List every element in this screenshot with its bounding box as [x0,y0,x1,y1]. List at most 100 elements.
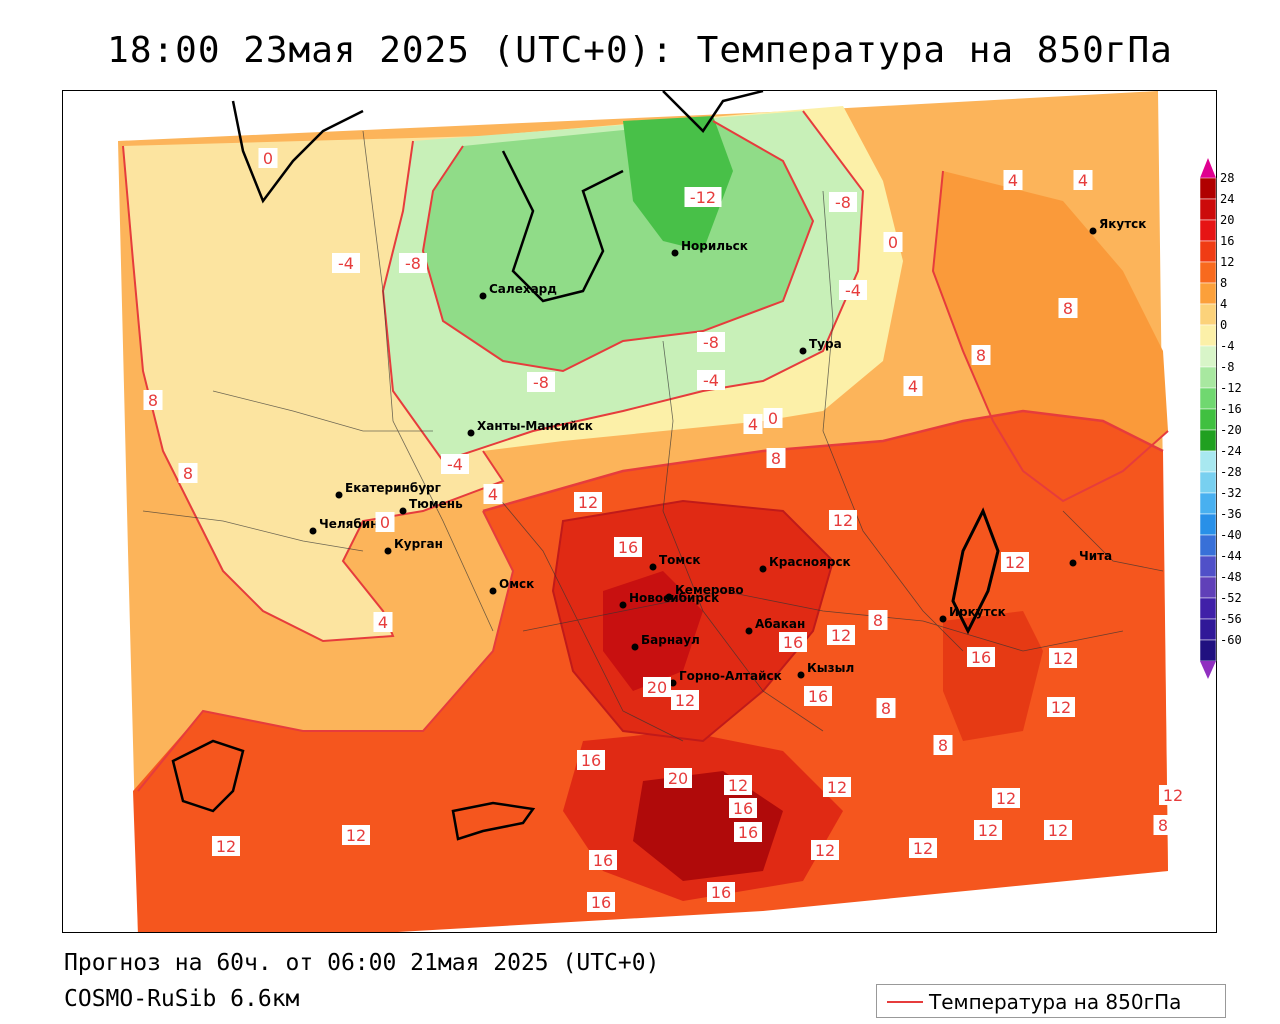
contour-label-bg [697,370,725,390]
contour-label-bg [724,775,752,795]
colorbar-swatch [1199,471,1217,494]
contour-label-bg [483,484,503,504]
contour-label-text: 12 [831,626,851,645]
contour-label-text: 8 [873,611,883,630]
contour-label-bg [375,512,395,532]
city-label: Томск [659,553,701,567]
lake-baikal [951,507,1000,635]
contour-label: 8 [876,698,896,718]
contour-label-bg [1159,785,1187,805]
contour-label: 8 [971,345,991,365]
contour-label: 12 [1044,820,1072,840]
city-marker[interactable]: Курган [384,537,443,555]
city-marker[interactable]: Норильск [671,239,748,257]
contour-label-bg [441,454,469,474]
contour-label-bg [933,735,953,755]
colorbar-tick-label: 28 [1220,171,1235,185]
city-marker[interactable]: Ханты-Мансийск [467,419,593,437]
contour-label: 4 [373,612,393,632]
contour-label: 12 [827,625,855,645]
contour-label-bg [643,677,671,697]
colorbar-swatch [1199,198,1217,221]
contour-label-bg [804,686,832,706]
contour-label-text: 8 [938,736,948,755]
city-marker[interactable]: Чита [1069,549,1113,567]
contour-label: -8 [527,372,555,392]
city-marker[interactable]: Иркутск [939,605,1006,623]
colorbar-tick-label: -60 [1220,633,1242,647]
contour-label: 8 [868,610,888,630]
contour-label: 12 [212,836,240,856]
city-marker[interactable]: Красноярск [759,555,851,573]
contour-label-text: -8 [533,373,549,392]
contour-label: 20 [643,677,671,697]
contour-label-text: 12 [578,493,598,512]
isotherm-line [482,409,1164,513]
city-dot [489,587,497,595]
colorbar-swatch [1199,639,1217,662]
contour-label: 12 [342,825,370,845]
contour-label: 16 [577,750,605,770]
city-label: Кемерово [675,583,744,597]
zone-8-east [933,171,1168,501]
contour-label-text: 12 [1163,786,1183,805]
contour-label-text: 12 [815,841,835,860]
legend-label: Температура на 850гПа [929,990,1182,1014]
contour-label-bg [1003,170,1023,190]
contour-label-bg [974,820,1002,840]
contour-label-bg [829,510,857,530]
contour-label-bg [827,625,855,645]
city-marker[interactable]: Абакан [745,617,806,635]
city-marker[interactable]: Томск [649,553,701,571]
colorbar-top-arrow [1200,158,1216,178]
contour-label-text: 16 [591,893,611,912]
legend-box: Температура на 850гПа [876,984,1226,1018]
contour-label-bg [577,750,605,770]
contour-label-bg [876,698,896,718]
contour-label-bg [707,882,735,902]
contour-label-bg [1073,170,1093,190]
contour-label-text: -4 [845,281,861,300]
city-marker[interactable]: Екатеринбург [335,481,441,499]
city-marker[interactable]: Кемерово [665,583,744,601]
city-dot [1069,559,1077,567]
contour-label-text: 16 [738,823,758,842]
colorbar-tick-label: -52 [1220,591,1242,605]
city-marker[interactable]: Челябинск [309,517,394,535]
city-marker[interactable]: Горно-Алтайск [669,669,782,687]
colorbar-swatch [1199,177,1217,200]
colorbar-swatch [1199,597,1217,620]
contour-label: -4 [441,454,469,474]
contour-label: 0 [883,232,903,252]
city-marker[interactable]: Омск [489,577,535,595]
colorbar-tick-label: -36 [1220,507,1242,521]
temperature-field [118,91,1168,932]
contour-label: 8 [933,735,953,755]
contour-label-bg [614,537,642,557]
model-info: COSMO-RuSib 6.6км [64,986,300,1012]
contour-label-text: -8 [835,193,851,212]
contour-label-text: 12 [1048,821,1068,840]
city-dot [399,507,407,515]
city-marker[interactable]: Салехард [479,282,558,300]
contour-label-bg [734,822,762,842]
colorbar-swatch [1199,366,1217,389]
contour-label: 0 [375,512,395,532]
temperature-map[interactable]: Якутск Норильск Салехард Тура Ханты-Мансийск… [62,90,1217,933]
contour-label-bg [909,838,937,858]
contour-label: 12 [574,492,602,512]
contour-label-bg [258,148,278,168]
contour-label-text: 16 [581,751,601,770]
contour-label-text: 16 [618,538,638,557]
city-marker[interactable]: Барнаул [631,633,700,651]
contour-label-text: 12 [728,776,748,795]
city-marker[interactable]: Кызыл [797,661,855,679]
city-marker[interactable]: Тура [799,337,842,355]
colorbar-tick-label: 24 [1220,192,1235,206]
city-marker[interactable]: Якутск [1089,217,1147,235]
contour-label-text: 0 [768,409,778,428]
contour-label: 16 [734,822,762,842]
city-marker[interactable]: Тюмень [399,497,464,515]
city-marker[interactable]: Новосибирск [619,591,720,609]
city-label: Норильск [681,239,748,253]
